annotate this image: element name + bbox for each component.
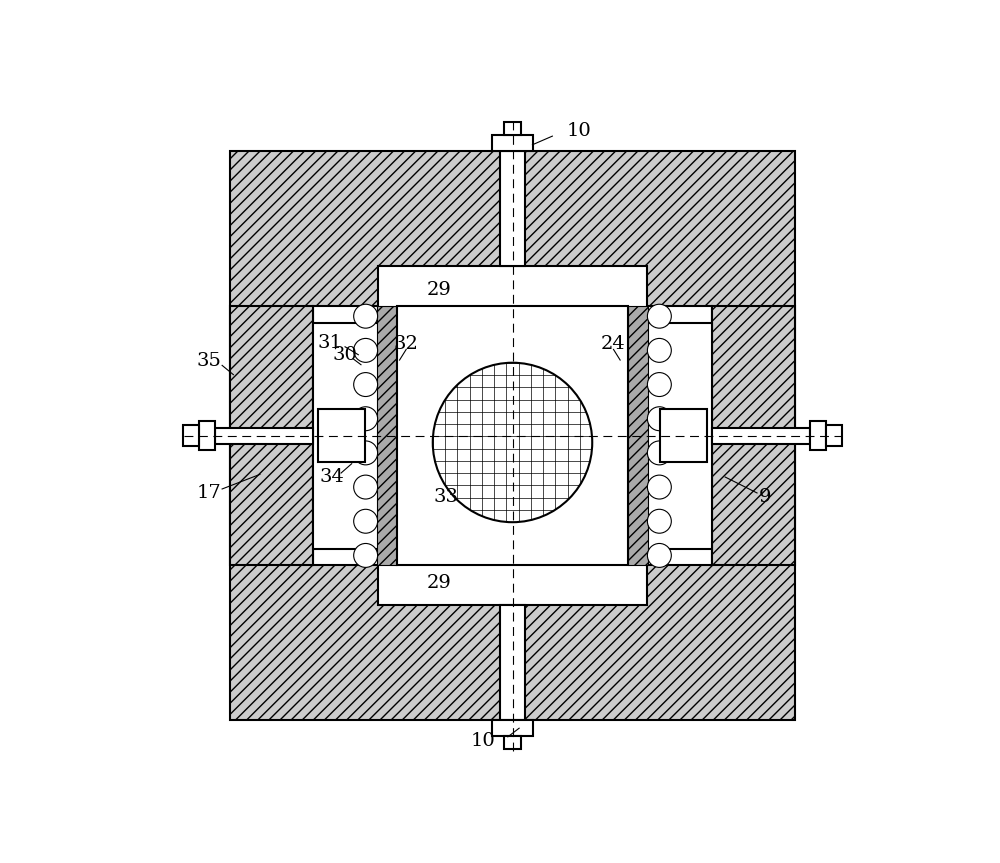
Bar [826, 425, 842, 446]
Circle shape [647, 373, 671, 396]
Text: 33: 33 [434, 488, 459, 506]
Bar [230, 306, 313, 565]
Circle shape [647, 305, 671, 328]
Circle shape [647, 544, 671, 567]
Bar [645, 323, 712, 549]
Bar [712, 428, 810, 444]
Bar [397, 306, 628, 565]
Bar [492, 721, 533, 736]
Bar [504, 736, 521, 749]
Circle shape [354, 305, 378, 328]
Text: 32: 32 [394, 335, 419, 353]
Bar [183, 425, 199, 446]
Bar [660, 409, 707, 463]
Bar [628, 306, 648, 565]
Circle shape [354, 476, 378, 499]
Text: 10: 10 [470, 733, 495, 751]
Circle shape [354, 373, 378, 396]
Text: 34: 34 [319, 468, 344, 486]
Circle shape [354, 544, 378, 567]
Circle shape [647, 509, 671, 533]
Bar [504, 123, 521, 135]
Bar [313, 306, 712, 565]
Text: 10: 10 [567, 123, 591, 141]
Text: 9: 9 [759, 488, 771, 506]
Text: 17: 17 [196, 484, 221, 502]
Bar [199, 421, 215, 450]
Bar [500, 605, 525, 721]
Text: 29: 29 [427, 280, 452, 299]
Bar [492, 135, 533, 151]
Bar [378, 267, 647, 393]
Bar [230, 151, 795, 721]
Bar [712, 306, 795, 565]
Text: 30: 30 [333, 346, 357, 364]
Bar [378, 479, 647, 605]
Text: 29: 29 [427, 575, 452, 592]
Bar [377, 306, 397, 565]
Text: 35: 35 [196, 352, 221, 370]
Circle shape [647, 406, 671, 431]
Circle shape [647, 441, 671, 465]
Bar [500, 151, 525, 267]
Bar [810, 421, 826, 450]
Bar [215, 428, 313, 444]
Text: 24: 24 [601, 335, 626, 353]
Circle shape [647, 338, 671, 362]
Circle shape [647, 476, 671, 499]
Bar [313, 323, 380, 549]
Bar [318, 409, 365, 463]
Text: 31: 31 [317, 334, 342, 352]
Circle shape [354, 441, 378, 465]
Circle shape [354, 509, 378, 533]
Circle shape [354, 338, 378, 362]
Circle shape [354, 406, 378, 431]
